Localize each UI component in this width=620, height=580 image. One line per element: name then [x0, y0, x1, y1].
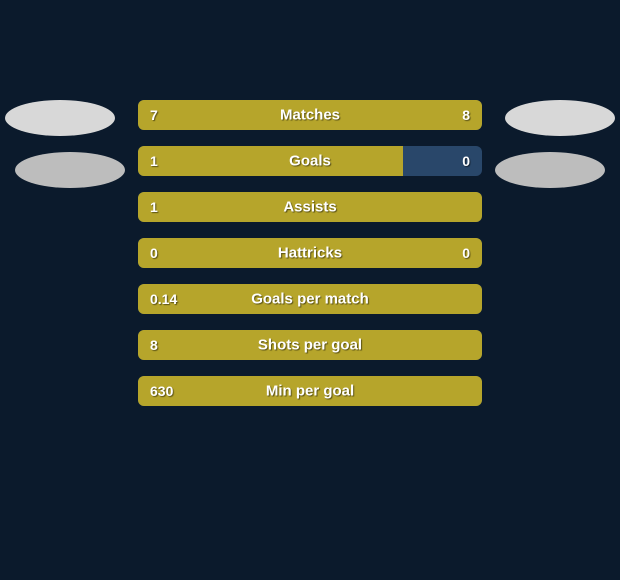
stat-label: Shots per goal [138, 337, 482, 354]
player-right-badge-2 [495, 152, 605, 188]
stat-label: Goals per match [138, 291, 482, 308]
stat-label: Hattricks [138, 245, 482, 262]
stat-label: Assists [138, 199, 482, 216]
stat-label: Goals [138, 153, 482, 170]
stat-row: 0.14Goals per match [138, 284, 482, 314]
stat-row: 10Goals [138, 146, 482, 176]
stat-row: 630Min per goal [138, 376, 482, 406]
stat-row: 8Shots per goal [138, 330, 482, 360]
stat-row: 1Assists [138, 192, 482, 222]
stat-label: Matches [138, 107, 482, 124]
stat-bars: 78Matches 10Goals 1Assists 00Hattricks 0.14G… [138, 100, 482, 406]
player-left-badge-2 [15, 152, 125, 188]
stat-row: 78Matches [138, 100, 482, 130]
player-right-badge-1 [505, 100, 615, 136]
stat-label: Min per goal [138, 383, 482, 400]
player-left-badge-1 [5, 100, 115, 136]
comparison-content: 78Matches 10Goals 1Assists 00Hattricks 0.14G… [0, 100, 620, 406]
stat-row: 00Hattricks [138, 238, 482, 268]
